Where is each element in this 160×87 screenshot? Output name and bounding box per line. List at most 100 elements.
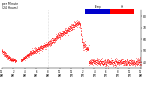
Point bbox=[32, 53, 34, 55]
Point bbox=[8, 58, 10, 59]
Point bbox=[113, 60, 116, 62]
Point bbox=[5, 54, 8, 56]
Point bbox=[21, 59, 24, 61]
Point bbox=[108, 60, 111, 62]
Point bbox=[91, 62, 94, 64]
Point bbox=[66, 29, 68, 30]
Point bbox=[134, 60, 137, 62]
Point bbox=[73, 25, 76, 26]
Point bbox=[127, 61, 130, 62]
Point bbox=[95, 62, 98, 63]
Point bbox=[46, 45, 49, 46]
Point bbox=[47, 44, 50, 45]
Point bbox=[105, 62, 108, 63]
Point bbox=[58, 35, 61, 36]
Point bbox=[111, 62, 113, 63]
Point bbox=[112, 61, 114, 62]
Point bbox=[15, 59, 17, 61]
Point bbox=[22, 57, 25, 59]
Point bbox=[122, 60, 124, 61]
Point bbox=[50, 44, 52, 45]
Point bbox=[47, 41, 49, 43]
Point bbox=[20, 58, 23, 60]
Point bbox=[63, 31, 66, 33]
Point bbox=[123, 60, 126, 62]
Point bbox=[69, 25, 72, 27]
Point bbox=[4, 53, 7, 55]
Point bbox=[109, 61, 112, 62]
Point bbox=[36, 50, 38, 51]
Point bbox=[51, 41, 53, 43]
Point bbox=[108, 63, 111, 65]
Point bbox=[116, 62, 119, 63]
Point bbox=[66, 33, 68, 34]
Point bbox=[110, 59, 113, 61]
Point bbox=[13, 61, 16, 62]
Point bbox=[96, 63, 99, 64]
Point bbox=[66, 30, 69, 32]
Point bbox=[38, 47, 40, 49]
Point bbox=[138, 63, 141, 64]
Point bbox=[120, 61, 123, 62]
Point bbox=[75, 21, 78, 23]
Point bbox=[88, 62, 91, 63]
Point bbox=[31, 51, 34, 52]
Point bbox=[36, 48, 39, 50]
Point bbox=[128, 64, 131, 66]
Point bbox=[12, 60, 14, 61]
Point bbox=[58, 34, 60, 35]
Point bbox=[57, 37, 60, 38]
Point bbox=[61, 32, 63, 33]
Point bbox=[69, 28, 71, 29]
Point bbox=[139, 57, 141, 58]
Point bbox=[88, 60, 90, 62]
Point bbox=[60, 33, 62, 34]
Point bbox=[12, 59, 15, 60]
Point bbox=[32, 50, 35, 51]
Point bbox=[42, 46, 45, 47]
Bar bbox=[110, 9, 134, 14]
Point bbox=[111, 63, 113, 64]
Point bbox=[96, 59, 99, 61]
Point bbox=[9, 59, 11, 60]
Point bbox=[50, 38, 53, 39]
Point bbox=[20, 61, 22, 62]
Point bbox=[38, 48, 40, 49]
Point bbox=[84, 44, 86, 46]
Point bbox=[102, 60, 105, 62]
Point bbox=[62, 35, 64, 36]
Point bbox=[128, 62, 131, 63]
Point bbox=[46, 44, 48, 45]
Point bbox=[49, 41, 52, 42]
Point bbox=[92, 58, 95, 60]
Point bbox=[60, 34, 62, 36]
Point bbox=[74, 21, 77, 22]
Point bbox=[129, 59, 132, 60]
Point bbox=[57, 35, 59, 37]
Point bbox=[89, 60, 92, 62]
Point bbox=[112, 64, 115, 65]
Point bbox=[55, 33, 57, 34]
Point bbox=[39, 49, 42, 50]
Point bbox=[98, 63, 100, 64]
Point bbox=[44, 43, 46, 45]
Point bbox=[107, 59, 109, 60]
Point bbox=[40, 47, 43, 48]
Point bbox=[115, 61, 117, 62]
Point bbox=[129, 62, 132, 63]
Point bbox=[116, 58, 119, 60]
Point bbox=[67, 34, 69, 35]
Point bbox=[124, 64, 127, 66]
Point bbox=[15, 61, 17, 62]
Point bbox=[88, 59, 91, 60]
Point bbox=[101, 62, 104, 64]
Point bbox=[91, 60, 94, 61]
Point bbox=[41, 48, 44, 49]
Point bbox=[89, 61, 92, 63]
Point bbox=[24, 57, 26, 58]
Point bbox=[118, 63, 121, 64]
Point bbox=[83, 46, 85, 48]
Point bbox=[132, 61, 135, 63]
Point bbox=[112, 62, 114, 63]
Point bbox=[48, 40, 51, 41]
